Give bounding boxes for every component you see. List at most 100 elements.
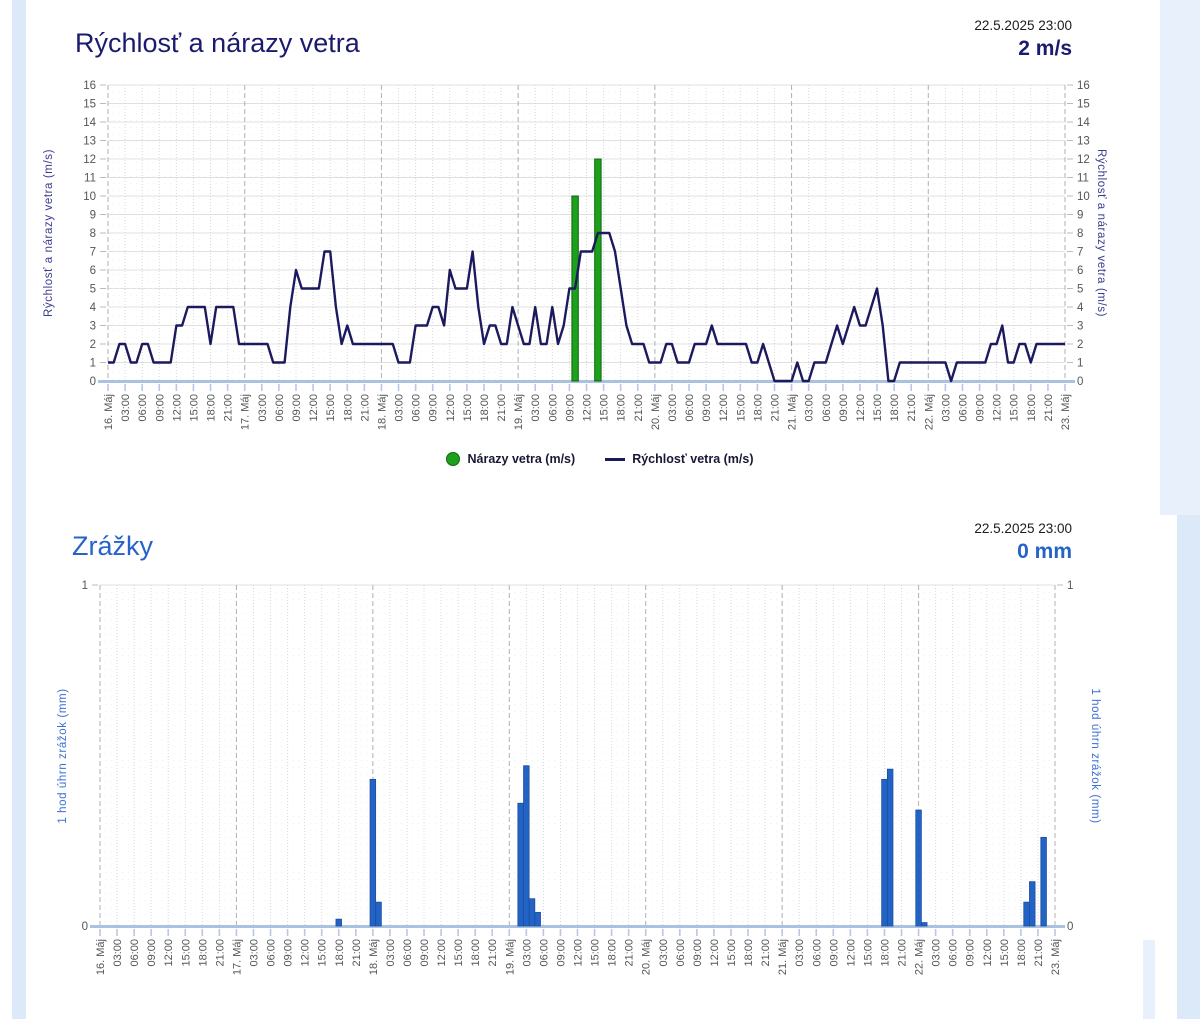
x-tick-label: 09:00: [828, 939, 840, 967]
y-tick-label-left: 0: [82, 921, 88, 933]
x-tick-label: 15:00: [999, 939, 1011, 967]
x-tick-label: 21:00: [624, 939, 636, 967]
x-tick-label: 06:00: [675, 939, 687, 967]
y-tick-label-right: 3: [1077, 321, 1083, 333]
precip-chart-title: Zrážky: [72, 531, 153, 561]
legend-item-gusts: Nárazy vetra (m/s): [446, 452, 575, 466]
x-tick-label: 18:00: [1026, 394, 1038, 422]
x-tick-label: 12:00: [992, 394, 1004, 422]
x-tick-label: 06:00: [274, 394, 286, 422]
bottom-right-margin-strip: [1143, 940, 1155, 1019]
x-tick-label: 20. Máj: [650, 394, 662, 430]
precip-current-value: 0 mm: [1017, 540, 1072, 563]
x-tick-label: 09:00: [555, 939, 567, 967]
y-tick-label-right: 12: [1077, 154, 1090, 166]
y-tick-label-left: 10: [83, 191, 96, 203]
y-tick-label-left: 16: [83, 80, 96, 92]
precip-bar: [1029, 881, 1036, 927]
y-tick-label-right: 16: [1077, 80, 1090, 92]
x-tick-label: 18. Máj: [368, 939, 380, 975]
x-tick-label: 21:00: [496, 394, 508, 422]
x-tick-label: 03:00: [658, 939, 670, 967]
precip-bar: [375, 901, 382, 927]
x-tick-label: 18:00: [879, 939, 891, 967]
x-tick-label: 21:00: [1033, 939, 1045, 967]
speed-marker-icon: [605, 457, 626, 461]
x-tick-label: 21:00: [214, 939, 226, 967]
y-tick-label-right: 15: [1077, 99, 1090, 111]
x-tick-label: 06:00: [821, 394, 833, 422]
x-tick-label: 12:00: [582, 394, 594, 422]
precip-timestamp: 22.5.2025 23:00: [974, 521, 1072, 536]
wind-plot-area[interactable]: [108, 85, 1065, 381]
y-tick-label-right: 1: [1077, 358, 1083, 370]
x-tick-label: 06:00: [684, 394, 696, 422]
y-tick-label-left: 12: [83, 154, 96, 166]
y-tick-label-left: 14: [83, 117, 96, 129]
y-tick-label-left: 13: [83, 136, 96, 148]
x-tick-label: 09:00: [965, 939, 977, 967]
x-tick-label: 18:00: [1016, 939, 1028, 967]
x-tick-label: 18:00: [479, 394, 491, 422]
x-tick-label: 15:00: [453, 939, 465, 967]
y-tick-label-left: 4: [90, 302, 97, 314]
precip-bar: [523, 765, 530, 927]
x-tick-label: 18. Máj: [376, 394, 388, 430]
x-tick-label: 22. Máj: [923, 394, 935, 430]
y-tick-label-right: 2: [1077, 339, 1083, 351]
x-tick-label: 06:00: [129, 939, 141, 967]
x-tick-label: 03:00: [521, 939, 533, 967]
y-tick-label-right: 0: [1077, 376, 1083, 388]
x-tick-label: 20. Máj: [641, 939, 653, 975]
x-tick-label: 18:00: [342, 394, 354, 422]
y-tick-label-left: 5: [90, 284, 96, 296]
y-tick-label-right: 6: [1077, 265, 1083, 277]
x-tick-label: 21:00: [760, 939, 772, 967]
y-tick-label-left: 1: [90, 358, 96, 370]
wind-speed-line: [108, 231, 1065, 383]
y-tick-label-right: 0: [1067, 921, 1073, 933]
x-tick-label: 06:00: [411, 394, 423, 422]
y-tick-label-right: 5: [1077, 284, 1083, 296]
y-tick-label-right: 14: [1077, 117, 1090, 129]
x-tick-label: 21:00: [1043, 394, 1055, 422]
x-tick-label: 03:00: [248, 939, 260, 967]
x-tick-label: 06:00: [957, 394, 969, 422]
precip-plot-area[interactable]: [100, 585, 1055, 926]
x-tick-label: 15:00: [726, 939, 738, 967]
x-tick-label: 12:00: [171, 394, 183, 422]
x-tick-label: 12:00: [855, 394, 867, 422]
right-margin-strip[interactable]: [1177, 515, 1200, 1019]
x-tick-label: 06:00: [547, 394, 559, 422]
x-tick-label: 21:00: [223, 394, 235, 422]
x-tick-label: 03:00: [385, 939, 397, 967]
x-tick-label: 18:00: [206, 394, 218, 422]
y-tick-label-right: 10: [1077, 191, 1090, 203]
x-tick-label: 22. Máj: [914, 939, 926, 975]
x-tick-label: 21:00: [769, 394, 781, 422]
x-tick-label: 03:00: [112, 939, 124, 967]
x-tick-label: 15:00: [862, 939, 874, 967]
x-tick-label: 15:00: [317, 939, 329, 967]
x-tick-label: 09:00: [419, 939, 431, 967]
x-tick-label: 03:00: [931, 939, 943, 967]
wind-timestamp: 22.5.2025 23:00: [974, 18, 1072, 33]
x-tick-label: 12:00: [982, 939, 994, 967]
x-tick-label: 21:00: [633, 394, 645, 422]
y-tick-label-left: 8: [90, 228, 96, 240]
precip-bar: [369, 778, 377, 927]
x-tick-label: 06:00: [266, 939, 278, 967]
x-tick-label: 12:00: [573, 939, 585, 967]
gust-marker-icon: [446, 452, 461, 466]
x-tick-label: 18:00: [889, 394, 901, 422]
x-tick-label: 21:00: [487, 939, 499, 967]
wind-chart-title: Rýchlosť a nárazy vetra: [75, 28, 360, 58]
x-tick-label: 15:00: [188, 394, 200, 422]
x-tick-label: 15:00: [735, 394, 747, 422]
y-tick-label-right: 4: [1077, 302, 1084, 314]
precip-y-axis-label-right: 1 hod úhrn zrážok (mm): [1089, 688, 1101, 823]
x-axis-line: [98, 380, 1075, 383]
x-tick-label: 15:00: [462, 394, 474, 422]
x-tick-label: 03:00: [257, 394, 269, 422]
x-tick-label: 03:00: [394, 394, 406, 422]
